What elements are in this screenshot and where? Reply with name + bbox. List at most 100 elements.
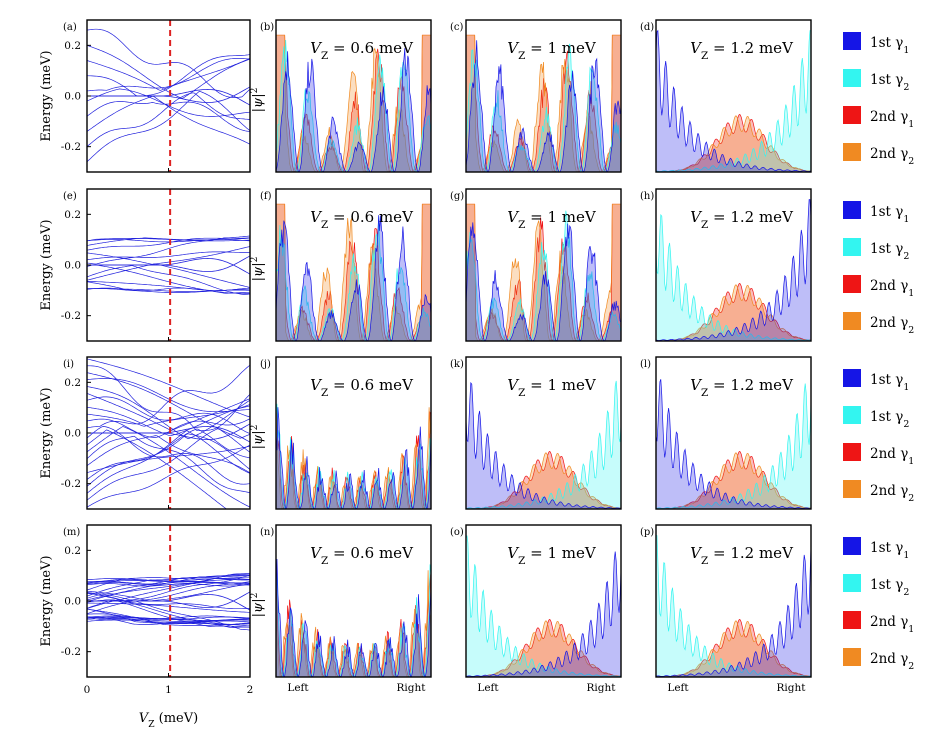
- axes-frame: [655, 188, 812, 342]
- energy-level-line: [87, 365, 250, 432]
- energy-level-line: [87, 602, 250, 613]
- energy-level-line: [87, 425, 250, 443]
- wave-areas: [466, 380, 621, 509]
- legend-swatch: [843, 537, 861, 555]
- spectrum-lines: [87, 235, 250, 295]
- panel-title: VZ = 1.2 meV: [690, 544, 794, 567]
- wave-areas: [656, 199, 811, 341]
- wavefunction-area: [466, 40, 621, 172]
- legend-label: 1st γ2: [870, 577, 909, 598]
- y-tick-label: 0.2: [64, 545, 81, 557]
- energy-level-line: [87, 88, 250, 106]
- legend-label: 2nd γ1: [870, 278, 914, 299]
- wavefunction-area: [276, 407, 431, 509]
- panel-title: VZ = 0.6 meV: [310, 376, 414, 399]
- energy-level-line: [87, 428, 250, 501]
- legend-swatch: [843, 106, 861, 124]
- legend-label: 2nd γ2: [870, 315, 914, 336]
- x-tick-label: Right: [587, 682, 617, 694]
- legend-label: 1st γ2: [870, 409, 909, 430]
- energy-level-line: [87, 239, 250, 243]
- y-axis-label: |ψ|2: [250, 593, 266, 618]
- wavefunction-area: [466, 34, 621, 172]
- energy-level-line: [87, 88, 250, 117]
- panel-title: VZ = 0.6 meV: [310, 544, 414, 567]
- y-tick-label: 0.2: [64, 40, 81, 52]
- y-tick-label: 0.0: [64, 596, 81, 608]
- panel-label: (g): [450, 191, 464, 202]
- panel-title: VZ = 1.2 meV: [690, 376, 794, 399]
- energy-level-line: [87, 58, 250, 92]
- panel-label: (m): [63, 527, 80, 538]
- x-tick-label: 0: [84, 684, 91, 696]
- axes-frame: [655, 524, 812, 678]
- energy-level-line: [87, 405, 250, 437]
- legend-swatch: [843, 648, 861, 666]
- energy-level-line: [87, 386, 250, 439]
- energy-level-line: [87, 593, 250, 611]
- wavefunction-area: [466, 381, 621, 509]
- wavefunction-area: [276, 216, 431, 341]
- axes-frame: [275, 524, 432, 678]
- y-tick-label: -0.2: [61, 310, 81, 322]
- axes-frame: [275, 188, 432, 342]
- wavefunction-area: [656, 383, 811, 509]
- wavefunction-area: [276, 34, 431, 172]
- axes-frame: [465, 356, 622, 510]
- legend-swatch: [843, 143, 861, 161]
- panel-label: (l): [640, 359, 651, 370]
- energy-level-line: [87, 86, 250, 104]
- wavefunction-area: [656, 213, 811, 341]
- panel-title: VZ = 0.6 meV: [310, 208, 414, 231]
- energy-level-line: [87, 92, 250, 147]
- energy-level-line: [87, 583, 250, 587]
- energy-level-line: [87, 396, 250, 434]
- x-axis-label: VZ (meV): [139, 711, 198, 730]
- legend-label: 2nd γ2: [870, 483, 914, 504]
- energy-level-line: [87, 393, 250, 431]
- y-axis-label: |ψ|2: [250, 257, 266, 282]
- legend-swatch: [843, 238, 861, 256]
- panel-label: (b): [260, 22, 274, 33]
- figure-row: 0.2 0.0 -0.2 Energy (meV) VZ = 0.6 meV |ψ|2 VZ…: [39, 356, 914, 510]
- energy-level-line: [87, 581, 250, 602]
- energy-level-line: [87, 445, 250, 473]
- energy-level-line: [87, 426, 250, 485]
- figure-row: 0.2 0.0 -0.2 Energy (meV) VZ = 0.6 meV |ψ|2 VZ…: [39, 19, 914, 173]
- wavefunction-area: [466, 535, 621, 677]
- x-tick-label: Left: [667, 682, 689, 694]
- energy-level-line: [87, 28, 250, 98]
- energy-level-line: [87, 264, 250, 294]
- wavefunction-area: [466, 222, 621, 341]
- panel-label: (a): [63, 22, 77, 33]
- energy-level-line: [87, 358, 250, 418]
- energy-level-line: [87, 238, 250, 242]
- energy-level-line: [87, 616, 250, 625]
- legend-label: 1st γ1: [870, 35, 909, 56]
- legend-swatch: [843, 275, 861, 293]
- axes-frame: [465, 19, 622, 173]
- legend-swatch: [843, 406, 861, 424]
- axes-frame: [655, 356, 812, 510]
- axes-frame: [275, 356, 432, 510]
- legend-label: 2nd γ1: [870, 109, 914, 130]
- energy-level-line: [87, 237, 250, 251]
- panel-title: VZ = 1 meV: [507, 544, 597, 567]
- wavefunction-area: [466, 452, 621, 509]
- legend-swatch: [843, 574, 861, 592]
- wavefunction-area: [656, 544, 811, 677]
- y-tick-label: 0.0: [64, 260, 81, 272]
- wavefunction-area: [276, 215, 431, 341]
- axes-frame: [275, 19, 432, 173]
- wavefunction-area: [656, 199, 811, 341]
- wavefunction-area: [276, 48, 431, 172]
- panel-title: VZ = 1 meV: [507, 208, 597, 231]
- panel-label: (f): [260, 191, 272, 202]
- energy-level-line: [87, 600, 250, 631]
- legend-label: 1st γ1: [870, 540, 909, 561]
- legend-label: 1st γ2: [870, 72, 909, 93]
- energy-level-line: [87, 372, 250, 439]
- energy-level-line: [87, 404, 250, 427]
- wavefunction-area: [656, 535, 811, 677]
